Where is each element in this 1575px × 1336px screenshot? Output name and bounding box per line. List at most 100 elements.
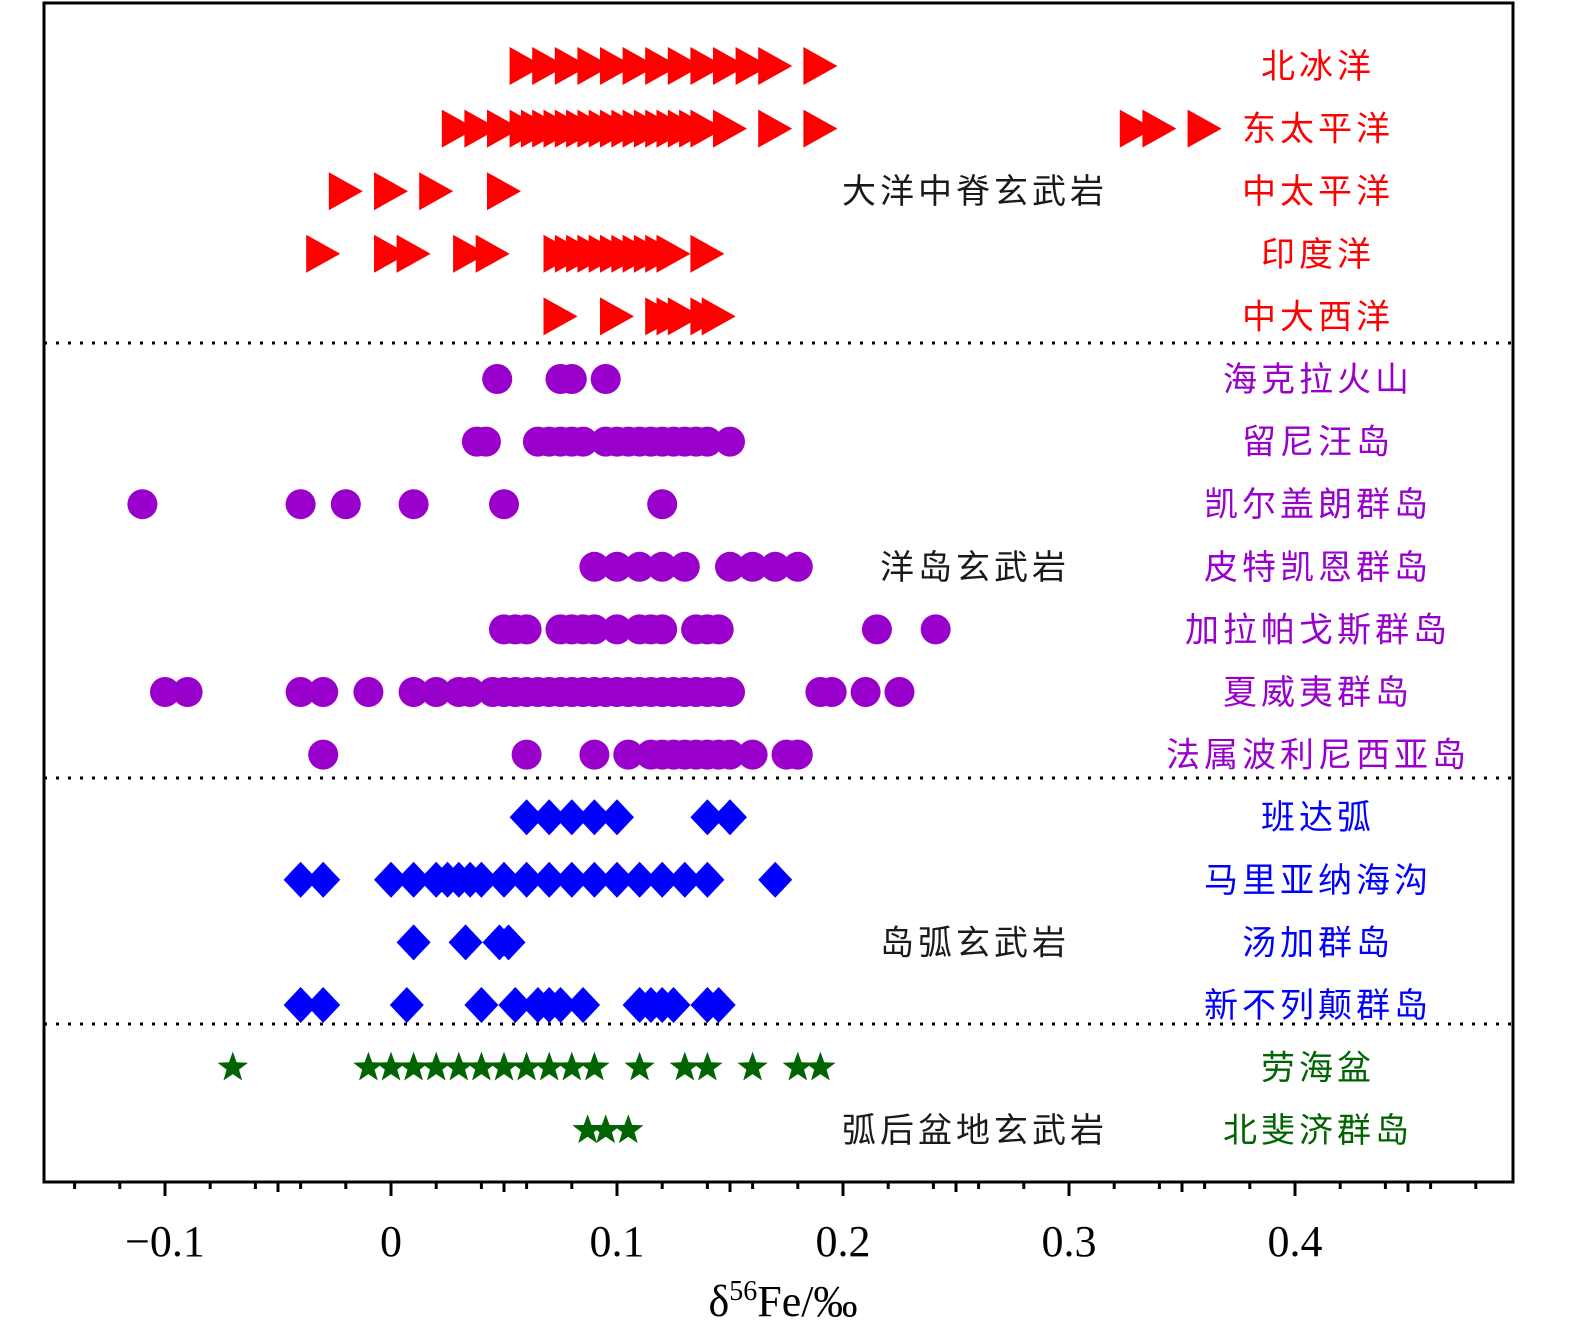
data-point-triangle-right-g0-s3-p2 bbox=[396, 234, 431, 273]
data-point-diamond-g2-s1-p15 bbox=[622, 861, 657, 898]
data-point-diamond-g2-s1-p11 bbox=[532, 861, 567, 898]
data-point-triangle-right-g0-s0-p12 bbox=[803, 47, 838, 85]
data-point-triangle-right-g0-s0-p9 bbox=[713, 47, 747, 85]
data-point-triangle-right-g0-s0-p7 bbox=[667, 47, 702, 85]
data-point-diamond-g2-s3-p8 bbox=[566, 987, 601, 1023]
data-point-triangle-right-g0-s0-p2 bbox=[554, 47, 589, 85]
data-point-star-g3-s0-p17 bbox=[805, 1051, 836, 1081]
data-point-diamond-g2-s0-p4 bbox=[600, 799, 634, 836]
data-point-circle-g1-s5-p34 bbox=[884, 677, 915, 707]
data-point-circle-g1-s5-p33 bbox=[850, 677, 881, 707]
data-point-star-g3-s0-p15 bbox=[737, 1051, 768, 1081]
data-point-diamond-g2-s3-p7 bbox=[543, 987, 578, 1023]
data-point-circle-g1-s0-p0 bbox=[482, 364, 513, 394]
data-point-diamond-g2-s1-p10 bbox=[509, 861, 544, 898]
data-point-circle-g1-s6-p2 bbox=[579, 739, 610, 770]
data-point-triangle-right-g0-s0-p4 bbox=[600, 47, 634, 85]
data-point-triangle-right-g0-s0-p8 bbox=[690, 47, 725, 85]
x-axis: −0.1 0 0.1 0.2 0.3 0.4 bbox=[73, 1182, 1478, 1266]
series-label: 新不列颠群岛 bbox=[1204, 986, 1432, 1026]
data-point-circle-g1-s5-p2 bbox=[285, 677, 316, 707]
data-point-triangle-right-g0-s1-p0 bbox=[441, 109, 476, 148]
data-point-circle-g1-s0-p3 bbox=[590, 364, 621, 394]
data-point-star-g3-s0-p2 bbox=[375, 1051, 407, 1081]
data-point-circle-g1-s1-p17 bbox=[715, 426, 745, 457]
data-point-triangle-right-g0-s0-p11 bbox=[758, 47, 793, 85]
x-tick-label: −0.1 bbox=[125, 1217, 205, 1266]
data-point-star-g3-s0-p13 bbox=[669, 1051, 700, 1081]
data-point-circle-g1-s5-p32 bbox=[816, 677, 847, 707]
data-point-triangle-right-g0-s1-p25 bbox=[1187, 109, 1222, 148]
series-label: 班达弧 bbox=[1261, 798, 1375, 838]
data-point-triangle-right-g0-s1-p24 bbox=[1142, 109, 1177, 148]
data-point-diamond-g2-s3-p12 bbox=[656, 987, 691, 1023]
data-point-diamond-g2-s1-p2 bbox=[374, 861, 408, 898]
data-point-circle-g1-s5-p1 bbox=[172, 677, 203, 707]
series-label: 凯尔盖朗群岛 bbox=[1204, 485, 1432, 525]
data-point-diamond-g2-s1-p14 bbox=[600, 861, 634, 898]
data-point-triangle-right-g0-s0-p1 bbox=[532, 47, 567, 85]
data-point-triangle-right-g0-s1-p23 bbox=[1119, 109, 1154, 148]
data-point-circle-g1-s5-p0 bbox=[150, 677, 180, 707]
data-point-star-g3-s0-p14 bbox=[692, 1051, 723, 1081]
data-point-triangle-right-g0-s1-p21 bbox=[758, 109, 793, 148]
x-tick-label: 0.3 bbox=[1042, 1217, 1097, 1266]
data-point-triangle-right-g0-s4-p6 bbox=[701, 297, 736, 336]
data-point-diamond-g2-s1-p16 bbox=[645, 861, 680, 898]
group-label: 弧后盆地玄武岩 bbox=[842, 1111, 1108, 1151]
data-point-star-g3-s0-p0 bbox=[217, 1051, 248, 1081]
data-point-triangle-right-g0-s0-p0 bbox=[509, 47, 544, 85]
data-point-circle-g1-s3-p8 bbox=[782, 551, 813, 582]
plot-frame bbox=[42, 1, 1515, 1184]
data-point-star-g3-s1-p1 bbox=[590, 1114, 621, 1144]
series-label: 夏威夷群岛 bbox=[1223, 673, 1413, 713]
data-point-circle-g1-s6-p11 bbox=[715, 739, 745, 770]
data-point-triangle-right-g0-s0-p3 bbox=[577, 47, 612, 85]
data-point-diamond-g2-s2-p3 bbox=[491, 924, 526, 961]
data-point-diamond-g2-s1-p17 bbox=[667, 861, 702, 898]
data-point-diamond-g2-s1-p12 bbox=[554, 861, 589, 898]
data-point-circle-g1-s5-p5 bbox=[398, 677, 429, 707]
series-label: 皮特凯恩群岛 bbox=[1204, 548, 1432, 588]
series-label: 汤加群岛 bbox=[1242, 923, 1394, 963]
data-point-diamond-g2-s1-p13 bbox=[577, 861, 612, 898]
data-point-circle-g1-s5-p30 bbox=[715, 677, 745, 707]
data-point-triangle-right-g0-s1-p22 bbox=[803, 109, 838, 148]
data-point-triangle-right-g0-s0-p6 bbox=[645, 47, 680, 85]
data-point-diamond-g2-s2-p1 bbox=[448, 924, 483, 961]
data-point-star-g3-s0-p7 bbox=[488, 1051, 520, 1081]
data-point-diamond-g2-s1-p1 bbox=[306, 861, 341, 898]
data-point-diamond-g2-s3-p1 bbox=[306, 987, 341, 1023]
data-point-circle-g1-s4-p7 bbox=[602, 614, 632, 645]
data-point-circle-g1-s2-p3 bbox=[398, 489, 429, 520]
data-point-diamond-g2-s0-p5 bbox=[690, 799, 725, 836]
data-point-circle-g1-s3-p1 bbox=[602, 551, 632, 582]
group-label: 大洋中脊玄武岩 bbox=[842, 172, 1108, 212]
data-point-triangle-right-g0-s2-p2 bbox=[419, 172, 454, 211]
x-axis-title-suffix: Fe/‰ bbox=[757, 1277, 857, 1326]
data-point-triangle-right-g0-s3-p1 bbox=[374, 234, 408, 273]
data-point-circle-g1-s6-p12 bbox=[737, 739, 768, 770]
data-point-triangle-right-g0-s1-p19 bbox=[690, 109, 725, 148]
data-point-star-g3-s0-p4 bbox=[421, 1051, 452, 1081]
data-marks bbox=[127, 47, 1222, 1144]
data-point-diamond-g2-s1-p3 bbox=[396, 861, 431, 898]
x-tick-label: 0 bbox=[380, 1217, 402, 1266]
data-point-circle-g1-s1-p16 bbox=[692, 426, 723, 457]
data-point-triangle-right-g0-s4-p0 bbox=[543, 297, 578, 336]
group-label: 洋岛玄武岩 bbox=[880, 548, 1070, 588]
data-point-circle-g1-s4-p2 bbox=[511, 614, 542, 645]
series-label: 海克拉火山 bbox=[1223, 360, 1413, 400]
x-axis-title-superscript: 56 bbox=[729, 1276, 757, 1307]
data-point-diamond-g2-s0-p2 bbox=[554, 799, 589, 836]
data-point-diamond-g2-s0-p1 bbox=[532, 799, 567, 836]
data-point-circle-g1-s6-p1 bbox=[511, 739, 542, 770]
data-point-circle-g1-s1-p6 bbox=[568, 426, 599, 457]
data-point-star-g3-s0-p8 bbox=[511, 1051, 542, 1081]
data-point-diamond-g2-s3-p0 bbox=[283, 987, 318, 1023]
data-point-star-g3-s1-p2 bbox=[613, 1114, 644, 1144]
data-point-circle-g1-s3-p3 bbox=[647, 551, 678, 582]
